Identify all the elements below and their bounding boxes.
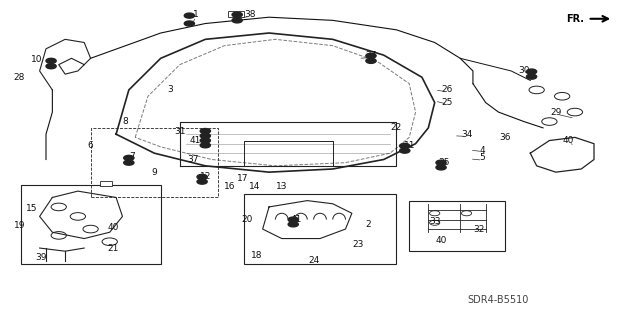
Text: 15: 15 (26, 204, 38, 213)
Text: 29: 29 (550, 108, 561, 116)
Circle shape (46, 58, 56, 63)
Text: 16: 16 (224, 182, 236, 191)
Text: 11: 11 (403, 141, 415, 150)
Text: 40: 40 (108, 223, 118, 232)
Circle shape (232, 18, 243, 23)
Circle shape (124, 160, 134, 165)
Text: 3: 3 (168, 85, 173, 94)
Text: 40: 40 (563, 136, 574, 145)
Text: 5: 5 (479, 153, 485, 162)
Text: 38: 38 (244, 10, 255, 19)
Circle shape (527, 69, 537, 74)
Text: 32: 32 (474, 225, 485, 234)
Circle shape (436, 165, 446, 170)
Circle shape (197, 174, 207, 179)
Circle shape (527, 74, 537, 79)
Text: 41: 41 (190, 136, 202, 145)
Text: 18: 18 (250, 251, 262, 260)
Text: 34: 34 (461, 130, 472, 139)
Circle shape (46, 64, 56, 69)
Text: 13: 13 (276, 182, 287, 191)
Text: 39: 39 (35, 253, 47, 262)
Text: 33: 33 (429, 217, 440, 226)
Text: 27: 27 (365, 51, 377, 60)
Circle shape (288, 217, 298, 222)
Text: 37: 37 (187, 155, 198, 164)
Text: 21: 21 (108, 243, 118, 253)
Bar (91, 128, 218, 197)
Circle shape (366, 53, 376, 58)
Circle shape (200, 133, 211, 138)
Circle shape (200, 129, 211, 134)
Circle shape (288, 222, 298, 227)
Bar (409, 201, 505, 251)
Text: 4: 4 (479, 145, 485, 154)
Bar (20, 185, 161, 264)
Circle shape (366, 58, 376, 63)
Text: 19: 19 (13, 221, 25, 230)
Circle shape (124, 155, 134, 160)
Text: 1: 1 (193, 10, 198, 19)
Circle shape (399, 143, 410, 148)
Text: 14: 14 (250, 182, 260, 191)
Text: 24: 24 (308, 256, 319, 265)
Text: SDR4-B5510: SDR4-B5510 (468, 295, 529, 305)
Text: 40: 40 (435, 236, 447, 245)
Circle shape (399, 148, 410, 153)
Circle shape (232, 12, 243, 17)
Text: 20: 20 (241, 215, 252, 224)
Text: 25: 25 (442, 98, 453, 107)
Text: 26: 26 (442, 85, 453, 94)
Text: 7: 7 (129, 152, 135, 161)
Circle shape (184, 13, 195, 18)
Text: 8: 8 (123, 117, 129, 126)
Circle shape (436, 160, 446, 165)
Circle shape (200, 138, 211, 143)
Circle shape (200, 143, 211, 148)
Text: 35: 35 (438, 158, 450, 167)
Text: 36: 36 (499, 133, 511, 142)
Text: 17: 17 (237, 174, 248, 183)
Circle shape (184, 21, 195, 26)
Bar (244, 194, 396, 264)
Text: 12: 12 (200, 172, 211, 182)
Text: 23: 23 (353, 241, 364, 249)
Text: 31: 31 (174, 127, 186, 136)
Text: 41: 41 (290, 215, 301, 224)
Text: 28: 28 (13, 73, 25, 82)
Bar (228, 11, 244, 17)
Bar (100, 181, 111, 186)
Text: 9: 9 (152, 168, 157, 177)
Text: 10: 10 (31, 56, 42, 64)
Text: 2: 2 (365, 220, 371, 229)
Circle shape (197, 179, 207, 184)
Text: FR.: FR. (566, 14, 584, 24)
Text: 30: 30 (518, 66, 530, 76)
Text: 6: 6 (88, 141, 93, 150)
Text: 22: 22 (391, 123, 402, 132)
